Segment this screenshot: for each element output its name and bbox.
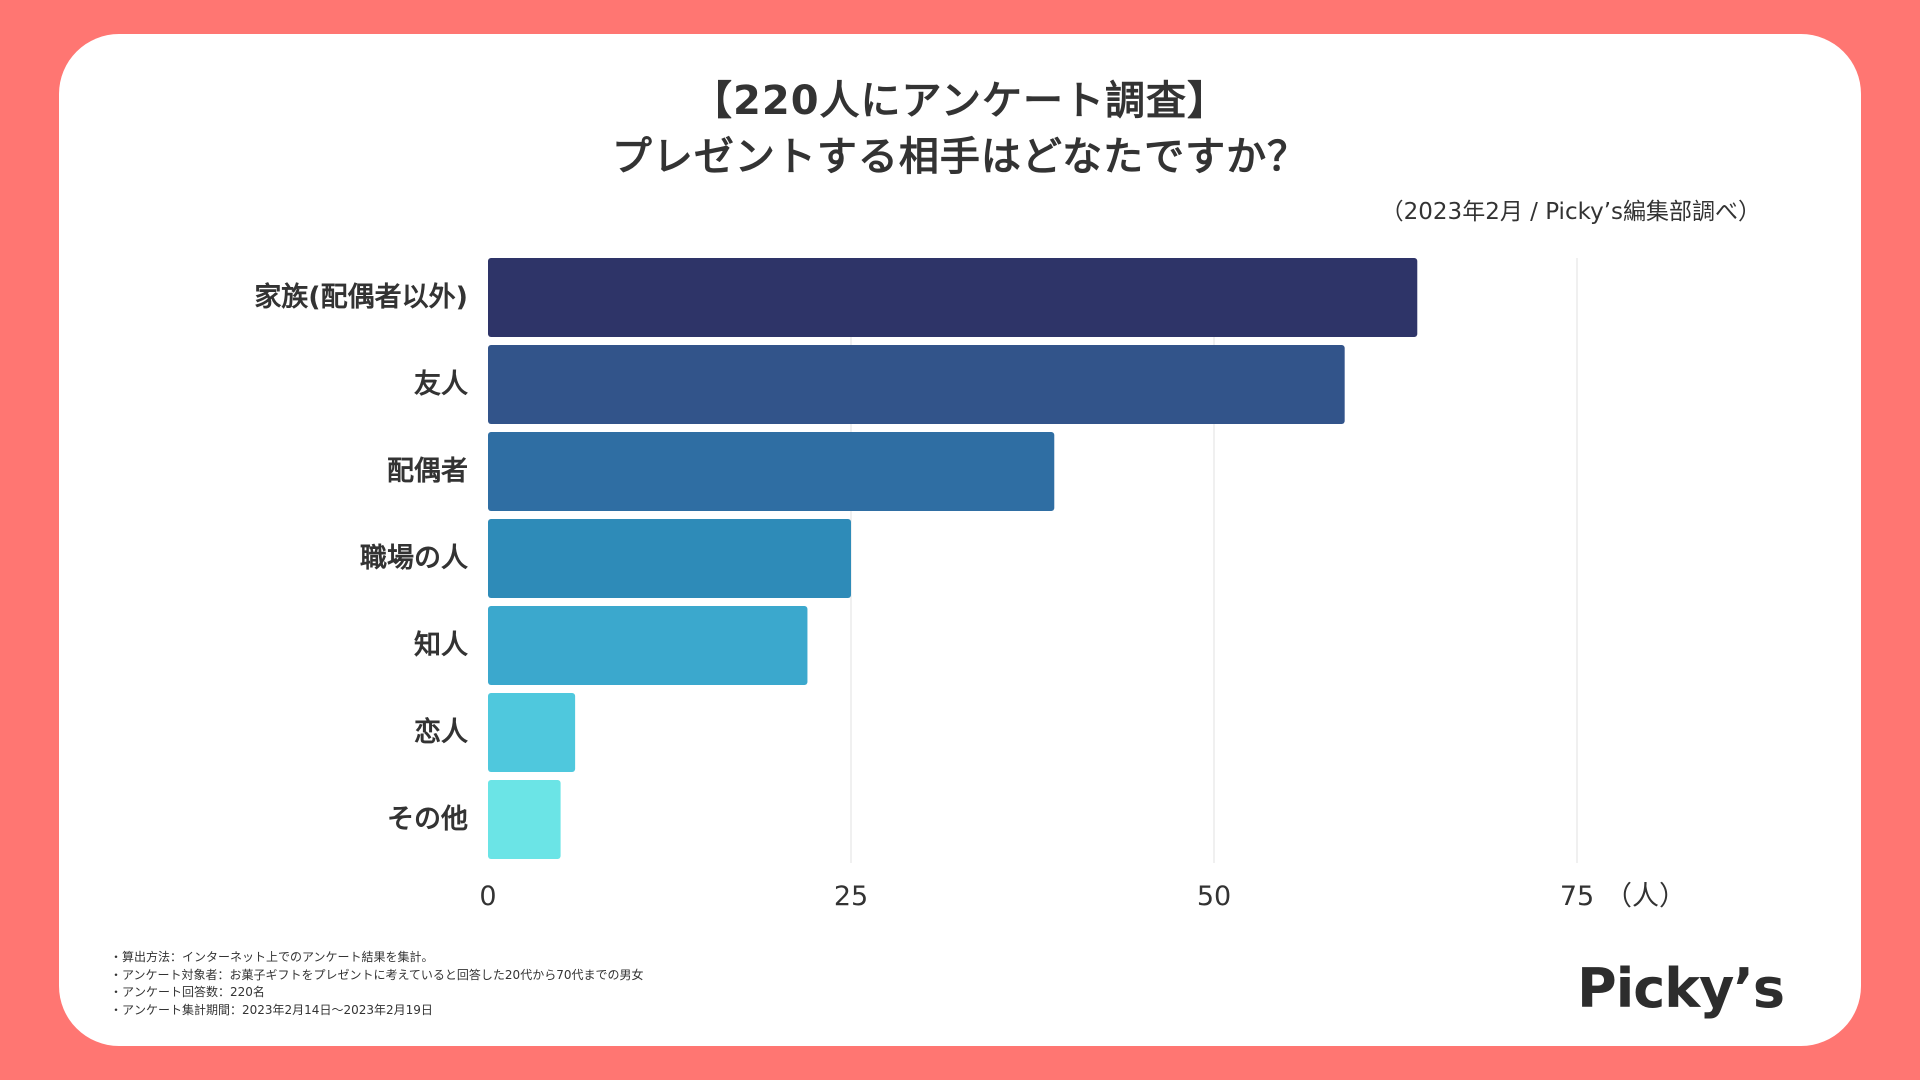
picky-s-logo: Picky’s bbox=[1577, 957, 1785, 1020]
chart-source-note: （2023年2月 / Picky’s編集部調べ） bbox=[1380, 199, 1761, 225]
x-tick-label-50: 50 bbox=[1197, 881, 1231, 912]
chart-title-line1: 【220人にアンケート調査】 bbox=[692, 78, 1228, 124]
bar-1 bbox=[488, 258, 1418, 337]
x-unit-label: （人） bbox=[1605, 881, 1686, 912]
category-label-5: 知人 bbox=[414, 630, 468, 661]
category-label-2: 友人 bbox=[414, 369, 468, 400]
bar-3 bbox=[488, 432, 1055, 511]
bar-7 bbox=[488, 780, 561, 859]
chart-card: 【220人にアンケート調査】 プレゼントする相手はどなたですか？ （2023年2… bbox=[59, 34, 1861, 1046]
footnote-period: ・アンケート集計期間：2023年2月14日〜2023年2月19日 bbox=[110, 1002, 433, 1017]
footnote-method: ・算出方法：インターネット上でのアンケート結果を集計。 bbox=[110, 950, 434, 964]
footnote-count: ・アンケート回答数：220名 bbox=[110, 985, 265, 999]
x-tick-label-75: 75 bbox=[1560, 881, 1594, 912]
footnotes: ・算出方法：インターネット上でのアンケート結果を集計。 ・アンケート対象者：お菓… bbox=[110, 949, 643, 1019]
bar-5 bbox=[488, 606, 808, 685]
chart-title-line2: プレゼントする相手はどなたですか？ bbox=[611, 134, 1309, 180]
category-label-6: 恋人 bbox=[414, 716, 468, 748]
category-label-4: 職場の人 bbox=[360, 543, 468, 574]
footnote-target: ・アンケート対象者：お菓子ギフトをプレゼントに考えていると回答した20代から70… bbox=[110, 967, 644, 982]
bar-6 bbox=[488, 693, 576, 772]
bar-2 bbox=[488, 345, 1345, 424]
category-label-7: その他 bbox=[387, 804, 468, 835]
category-label-3: 配偶者 bbox=[387, 456, 468, 487]
category-label-1: 家族(配偶者以外) bbox=[254, 281, 468, 313]
x-tick-label-0: 0 bbox=[479, 881, 496, 912]
bar-4 bbox=[488, 519, 851, 598]
x-tick-label-25: 25 bbox=[834, 881, 868, 912]
